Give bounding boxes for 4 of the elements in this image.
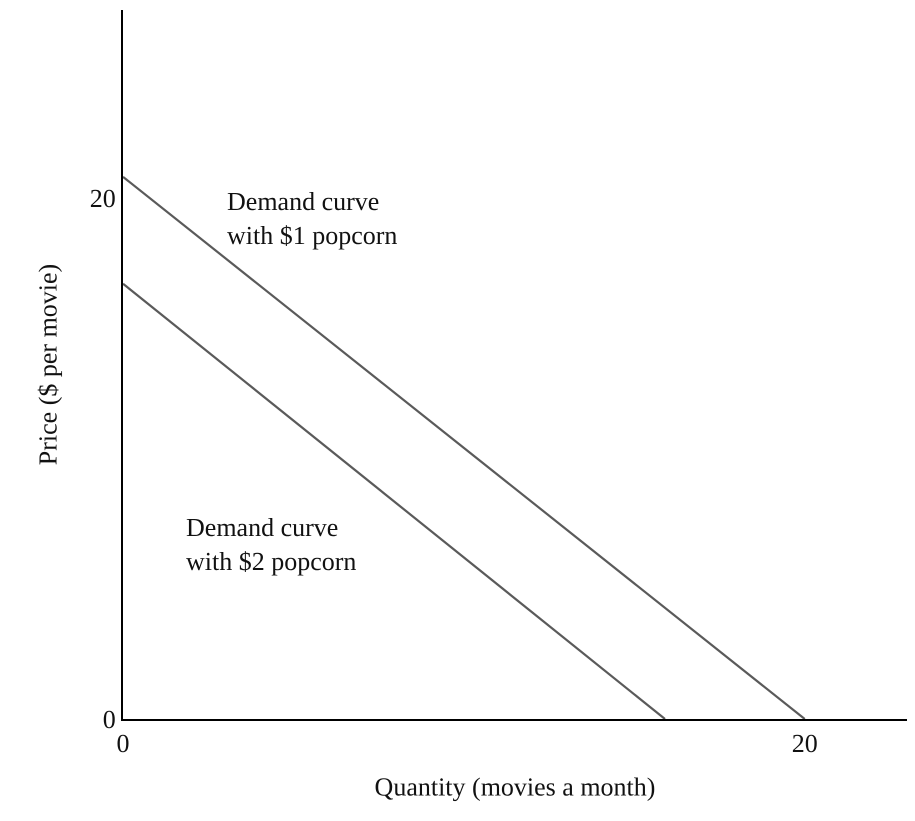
series-label: Demand curve with $1 popcorn — [227, 187, 398, 250]
series-label: Demand curve with $2 popcorn — [186, 513, 356, 576]
x-axis-title: Quantity (movies a month) — [374, 772, 656, 802]
y-axis-title: Price ($ per movie) — [34, 264, 63, 466]
